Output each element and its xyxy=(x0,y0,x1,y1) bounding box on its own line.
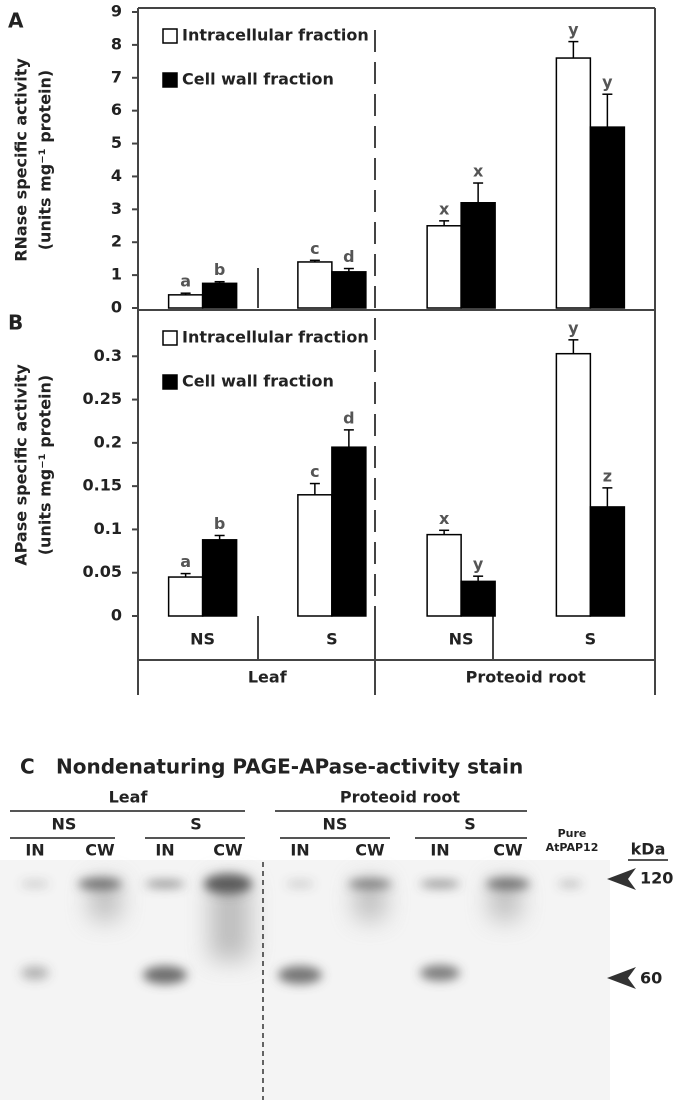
y-tick-label: 0.1 xyxy=(94,519,122,538)
bar xyxy=(201,539,238,617)
bar xyxy=(201,282,238,309)
legend-label: Intracellular fraction xyxy=(182,26,369,45)
legend-swatch xyxy=(162,28,178,44)
significance-letter: x xyxy=(439,509,450,528)
treatment-label: NS xyxy=(323,815,348,834)
significance-letter: c xyxy=(310,239,319,258)
group-label: Leaf xyxy=(248,668,288,687)
y-tick-label: 0.2 xyxy=(94,432,122,451)
x-tick-label: S xyxy=(326,630,338,649)
significance-letter: x xyxy=(473,162,484,181)
bar xyxy=(460,202,496,309)
y-axis-label: RNase specific activity xyxy=(12,58,31,262)
treatment-label: S xyxy=(464,815,476,834)
bar xyxy=(589,126,626,309)
lane-label: IN xyxy=(155,841,174,860)
y-tick-label: 0.25 xyxy=(83,389,122,408)
bar xyxy=(297,261,333,309)
y-tick-label: 5 xyxy=(111,133,122,152)
y-tick-label: 0.05 xyxy=(83,562,122,581)
lane-label: CW xyxy=(213,841,243,860)
significance-letter: z xyxy=(603,466,612,485)
treatment-label: NS xyxy=(52,815,77,834)
significance-letter: y xyxy=(473,555,484,574)
significance-letter: b xyxy=(214,260,225,279)
significance-letter: x xyxy=(439,199,450,218)
y-tick-label: 4 xyxy=(111,166,122,185)
significance-letter: b xyxy=(214,514,225,533)
x-tick-label: S xyxy=(585,630,597,649)
panel-label: C xyxy=(20,755,35,779)
panel-label: B xyxy=(8,311,23,335)
bar xyxy=(167,294,204,309)
bar xyxy=(460,580,496,617)
tissue-label: Leaf xyxy=(109,788,149,807)
x-tick-label: NS xyxy=(449,630,474,649)
y-axis-label: APase specific activity xyxy=(12,364,31,566)
y-tick-label: 0 xyxy=(111,298,122,317)
y-axis-label: (units mg⁻¹ protein) xyxy=(36,375,55,556)
marker-label: 60 xyxy=(640,969,662,988)
y-tick-label: 6 xyxy=(111,100,122,119)
bar xyxy=(331,446,367,617)
standard-label: Pure xyxy=(558,827,587,840)
legend-label: Cell wall fraction xyxy=(182,70,334,89)
y-tick-label: 7 xyxy=(111,67,122,86)
significance-letter: a xyxy=(180,552,191,571)
gel xyxy=(0,810,668,1100)
legend-swatch xyxy=(162,330,178,346)
legend-swatch xyxy=(162,374,178,390)
significance-letter: d xyxy=(343,247,354,266)
y-tick-label: 1 xyxy=(111,265,122,284)
bar xyxy=(297,494,333,617)
bar xyxy=(589,506,626,617)
bar xyxy=(426,533,462,617)
y-tick-label: 2 xyxy=(111,232,122,251)
lane-label: IN xyxy=(430,841,449,860)
lane-label: CW xyxy=(85,841,115,860)
y-tick-label: 0.3 xyxy=(94,346,122,365)
frame xyxy=(137,7,656,695)
significance-letter: y xyxy=(568,318,579,337)
lane-label: CW xyxy=(493,841,523,860)
y-axis-label: (units mg⁻¹ protein) xyxy=(36,70,55,251)
panel-label: A xyxy=(8,9,24,33)
legend-swatch xyxy=(162,72,178,88)
lane-label: IN xyxy=(290,841,309,860)
significance-letter: a xyxy=(180,272,191,291)
bar xyxy=(167,576,204,617)
panel-title: Nondenaturing PAGE-APase-activity stain xyxy=(56,755,523,779)
standard-label: AtPAP12 xyxy=(546,841,599,854)
bar xyxy=(331,271,367,309)
unit-label: kDa xyxy=(631,840,666,859)
significance-letter: c xyxy=(310,462,319,481)
lane-label: CW xyxy=(355,841,385,860)
marker-label: 120 xyxy=(640,869,673,888)
legend-label: Intracellular fraction xyxy=(182,328,369,347)
significance-letter: y xyxy=(568,20,579,39)
legend-label: Cell wall fraction xyxy=(182,372,334,391)
y-tick-label: 9 xyxy=(111,2,122,21)
y-tick-label: 3 xyxy=(111,199,122,218)
bar xyxy=(555,352,592,617)
y-tick-label: 0 xyxy=(111,606,122,625)
significance-letter: y xyxy=(602,73,613,92)
lane-label: IN xyxy=(25,841,44,860)
treatment-label: S xyxy=(190,815,202,834)
y-tick-label: 8 xyxy=(111,34,122,53)
group-label: Proteoid root xyxy=(466,668,586,687)
bar xyxy=(426,225,462,309)
y-tick-label: 0.15 xyxy=(83,476,122,495)
bar xyxy=(555,57,592,309)
significance-letter: d xyxy=(343,408,354,427)
tissue-label: Proteoid root xyxy=(340,788,460,807)
x-tick-label: NS xyxy=(190,630,215,649)
